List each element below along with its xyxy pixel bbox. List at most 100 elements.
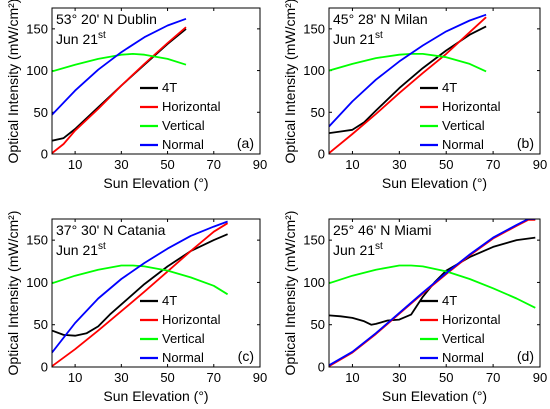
y-tick-label: 50 — [311, 105, 325, 120]
x-tick-label: 10 — [345, 157, 359, 172]
legend-label-normal: Normal — [442, 137, 484, 152]
location-label: 53° 20' N Dublin — [56, 11, 157, 27]
x-tick-label: 90 — [253, 157, 267, 172]
y-tick-label: 150 — [303, 21, 325, 36]
date-superscript: st — [98, 241, 106, 252]
y-tick-label: 50 — [34, 317, 48, 332]
axes-frame — [328, 218, 541, 368]
x-tick-label: 50 — [439, 370, 453, 385]
y-tick-label: 150 — [303, 233, 325, 248]
date-label: Jun 21st — [56, 30, 106, 47]
x-tick-label: 50 — [160, 157, 174, 172]
legend-label-4t: 4T — [442, 80, 457, 95]
date-superscript: st — [375, 30, 383, 41]
location-label: 45° 28' N Milan — [333, 11, 428, 27]
legend-label-horizontal: Horizontal — [442, 99, 501, 114]
date-text: Jun 21 — [56, 242, 98, 258]
x-tick-label: 30 — [114, 157, 128, 172]
series-line-horizontal — [52, 222, 229, 367]
legend-label-horizontal: Horizontal — [162, 312, 221, 327]
y-axis-label: Optical Intensity (mW/cm²) — [282, 211, 298, 376]
x-tick-label: 50 — [439, 157, 453, 172]
series-line-vertical — [52, 53, 187, 73]
x-tick-label: 70 — [486, 370, 500, 385]
x-tick-label: 70 — [207, 370, 221, 385]
y-tick-label: 0 — [318, 147, 325, 162]
series-line-horizontal — [52, 26, 187, 154]
series-line-normal — [52, 17, 187, 116]
y-tick-label: 50 — [311, 317, 325, 332]
location-label: 25° 46' N Miami — [333, 222, 432, 238]
date-text: Jun 21 — [333, 242, 375, 258]
x-tick-label: 50 — [160, 370, 174, 385]
y-tick-label: 100 — [303, 63, 325, 78]
x-tick-label: 90 — [253, 370, 267, 385]
legend-label-normal: Normal — [162, 137, 204, 152]
x-axis-label: Sun Elevation (°) — [382, 175, 487, 191]
date-text: Jun 21 — [333, 31, 375, 47]
y-tick-label: 100 — [26, 275, 48, 290]
y-tick-label: 100 — [303, 275, 325, 290]
legend-label-vertical: Vertical — [442, 331, 485, 346]
x-tick-label: 10 — [345, 370, 359, 385]
panel-b: 10 30 50 70 90 0 50 100 150 45° 28' N Milan Jun 21… — [282, 0, 547, 191]
axes-frame — [51, 7, 261, 155]
legend-label-vertical: Vertical — [442, 118, 485, 133]
y-axis-label: Optical Intensity (mW/cm²) — [5, 211, 21, 376]
y-tick-label: 50 — [34, 105, 48, 120]
panel-label: (b) — [517, 135, 534, 151]
x-tick-label: 70 — [486, 157, 500, 172]
legend-label-vertical: Vertical — [162, 118, 205, 133]
legend-label-horizontal: Horizontal — [442, 312, 501, 327]
legend-label-horizontal: Horizontal — [162, 99, 221, 114]
panel-label: (d) — [517, 348, 534, 364]
series-line-normal — [52, 220, 228, 354]
x-tick-label: 30 — [114, 370, 128, 385]
date-label: Jun 21st — [56, 241, 106, 258]
y-tick-label: 0 — [41, 147, 48, 162]
x-axis-label: Sun Elevation (°) — [103, 388, 208, 404]
panel-label: (a) — [237, 135, 254, 151]
axes-frame — [328, 7, 541, 155]
legend-label-vertical: Vertical — [162, 331, 205, 346]
date-superscript: st — [375, 241, 383, 252]
panel-c: 10 30 50 70 90 0 50 100 150 37° 30' N Catania Jun … — [5, 211, 267, 404]
x-tick-label: 10 — [68, 370, 82, 385]
series-line-horizontal — [329, 16, 487, 154]
y-axis-label: Optical Intensity (mW/cm²) — [5, 0, 21, 163]
date-label: Jun 21st — [333, 241, 383, 258]
axes-frame — [51, 218, 261, 368]
y-axis-label: Optical Intensity (mW/cm²) — [282, 0, 298, 163]
panel-a: 10 30 50 70 90 0 50 100 150 53° 20' N Dublin Jun 2… — [5, 0, 267, 191]
series-line-normal — [329, 219, 536, 367]
y-tick-label: 0 — [41, 360, 48, 375]
x-tick-label: 30 — [392, 157, 406, 172]
x-tick-label: 10 — [68, 157, 82, 172]
panel-label: (c) — [238, 348, 254, 364]
legend-label-4t: 4T — [162, 80, 177, 95]
y-tick-label: 150 — [26, 233, 48, 248]
legend-label-4t: 4T — [162, 293, 177, 308]
legend-label-normal: Normal — [442, 350, 484, 365]
x-axis-label: Sun Elevation (°) — [103, 175, 208, 191]
x-tick-label: 30 — [392, 370, 406, 385]
location-label: 37° 30' N Catania — [56, 222, 166, 238]
date-text: Jun 21 — [56, 31, 98, 47]
y-tick-label: 0 — [318, 360, 325, 375]
x-axis-label: Sun Elevation (°) — [382, 388, 487, 404]
panel-d: 10 30 50 70 90 0 50 100 150 25° 46' N Miami Jun 21… — [282, 211, 547, 404]
date-label: Jun 21st — [333, 30, 383, 47]
x-tick-label: 90 — [533, 370, 547, 385]
date-superscript: st — [98, 30, 106, 41]
legend-label-4t: 4T — [442, 293, 457, 308]
y-tick-label: 100 — [26, 63, 48, 78]
y-tick-label: 150 — [26, 21, 48, 36]
series-line-normal — [329, 13, 487, 128]
x-tick-label: 90 — [533, 157, 547, 172]
series-line-4t — [52, 233, 228, 337]
x-tick-label: 70 — [207, 157, 221, 172]
series-line-4t — [329, 236, 536, 326]
legend-label-normal: Normal — [162, 350, 204, 365]
series-line-vertical — [52, 264, 229, 296]
